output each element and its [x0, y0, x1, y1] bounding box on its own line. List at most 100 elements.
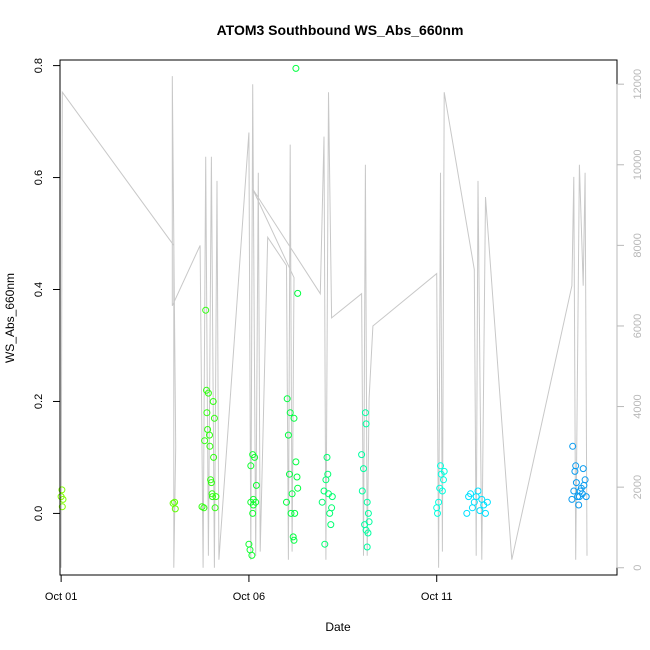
- data-point-f5-8: [327, 521, 335, 529]
- data-point-f4-2: [284, 431, 292, 439]
- data-point-f6-4: [361, 409, 369, 417]
- y-right-tick-label-4: 8000: [632, 233, 644, 257]
- data-point-f2-16: [210, 414, 218, 422]
- altitude-series-line: [60, 76, 588, 568]
- data-point-f4-12: [294, 484, 302, 492]
- data-point-f5-2: [321, 540, 329, 548]
- data-point-f9-12: [579, 465, 587, 473]
- data-point-f3-1: [246, 546, 254, 554]
- data-point-f3-10: [249, 509, 257, 517]
- data-point-f6-11: [364, 529, 372, 537]
- data-point-f8-2: [467, 490, 474, 498]
- x-tick-label-2: Oct 11: [421, 591, 453, 603]
- data-point-f7-4: [437, 462, 444, 470]
- y-tick-label-4: 0.8: [33, 58, 45, 73]
- data-point-f3-11: [249, 495, 257, 503]
- y-right-tick-label-5: 10000: [632, 149, 644, 180]
- data-point-f2-17: [211, 504, 219, 512]
- data-point-f7-8: [440, 467, 448, 475]
- data-point-f2-2: [201, 437, 209, 445]
- points-layer: [57, 64, 590, 559]
- y-right-tick-label-6: 12000: [632, 69, 644, 100]
- y-axis-right: 0 2000 4000 6000 8000 10000 12000: [616, 69, 644, 571]
- data-point-f2-3: [202, 306, 210, 314]
- data-point-f5-4: [323, 453, 331, 461]
- data-point-f4-15: [292, 64, 300, 72]
- data-point-f8-0: [463, 509, 471, 517]
- data-point-f2-13: [209, 493, 216, 501]
- data-point-f4-10: [292, 458, 300, 466]
- data-point-f4-13: [290, 414, 298, 422]
- data-point-f2-7: [204, 389, 212, 397]
- data-point-f2-18: [212, 493, 220, 501]
- y-tick-label-0: 0.0: [33, 506, 45, 521]
- y-right-tick-label-3: 6000: [632, 314, 644, 338]
- data-point-f6-6: [363, 498, 371, 506]
- data-point-f7-1: [434, 509, 441, 517]
- x-axis-label: Date: [325, 620, 351, 634]
- data-point-f6-0: [358, 451, 366, 459]
- data-point-f8-7: [476, 507, 484, 515]
- y-tick-label-1: 0.2: [33, 394, 45, 409]
- data-point-f8-3: [468, 504, 476, 512]
- data-point-f4-4: [286, 409, 294, 417]
- data-point-f9-1: [569, 442, 577, 450]
- plot-frame: [59, 59, 618, 576]
- data-point-f1-1: [171, 498, 179, 506]
- data-point-f5-9: [328, 504, 336, 512]
- data-point-f7-2: [435, 498, 443, 506]
- data-point-f9-7: [575, 501, 583, 509]
- x-axis: Oct 01 Oct 06 Oct 11: [45, 574, 453, 603]
- data-point-f4-1: [283, 395, 291, 403]
- data-point-f9-14: [581, 476, 589, 484]
- data-point-f0-2: [58, 503, 66, 511]
- data-point-f6-1: [358, 487, 366, 495]
- y-right-tick-label-1: 2000: [632, 475, 644, 499]
- data-point-f3-2: [247, 462, 255, 470]
- data-point-f9-15: [582, 493, 590, 501]
- data-point-f8-6: [474, 487, 482, 495]
- data-point-f6-5: [362, 420, 370, 428]
- data-point-f7-6: [438, 487, 446, 495]
- data-point-f2-9: [206, 442, 214, 450]
- data-point-f2-11: [207, 479, 215, 487]
- y-right-tick-label-2: 4000: [632, 394, 644, 418]
- data-point-f4-0: [283, 498, 290, 506]
- data-point-f5-7: [326, 509, 334, 517]
- data-point-f6-8: [365, 518, 373, 526]
- data-point-f2-14: [209, 398, 217, 405]
- data-point-f1-2: [171, 505, 179, 513]
- data-point-f5-10: [328, 493, 336, 501]
- data-point-f4-9: [291, 509, 299, 517]
- data-point-f4-14: [294, 289, 302, 297]
- data-point-f4-8: [290, 536, 298, 544]
- data-point-f9-5: [572, 479, 580, 487]
- data-point-f8-10: [482, 509, 489, 517]
- data-point-f6-7: [364, 509, 372, 517]
- data-point-f2-1: [200, 504, 208, 512]
- y-axis-label: WS_Abs_660nm: [3, 273, 17, 363]
- data-point-f3-6: [251, 453, 259, 461]
- x-tick-label-0: Oct 01: [45, 591, 77, 603]
- y-right-tick-label-0: 0: [632, 565, 644, 571]
- altitude-layer: [60, 76, 588, 568]
- data-point-f3-8: [252, 481, 260, 489]
- data-point-f4-11: [293, 473, 301, 481]
- data-point-f8-11: [483, 498, 491, 506]
- data-point-f5-5: [324, 470, 332, 478]
- data-point-f2-10: [207, 476, 215, 484]
- data-point-f4-7: [289, 533, 297, 541]
- data-point-f9-0: [568, 495, 576, 503]
- data-point-f6-2: [360, 465, 367, 473]
- data-point-f2-15: [210, 453, 218, 461]
- data-point-f6-10: [363, 543, 371, 551]
- y-axis: 0.0 0.2 0.4 0.6 0.8: [33, 58, 61, 521]
- data-point-f0-1: [58, 486, 66, 494]
- chart-title: ATOM3 Southbound WS_Abs_660nm: [217, 22, 464, 38]
- data-point-f3-3: [248, 551, 256, 559]
- data-point-f2-8: [206, 431, 213, 439]
- data-point-f4-3: [286, 470, 293, 478]
- y-tick-label-2: 0.4: [33, 282, 45, 297]
- data-point-f4-5: [287, 509, 295, 517]
